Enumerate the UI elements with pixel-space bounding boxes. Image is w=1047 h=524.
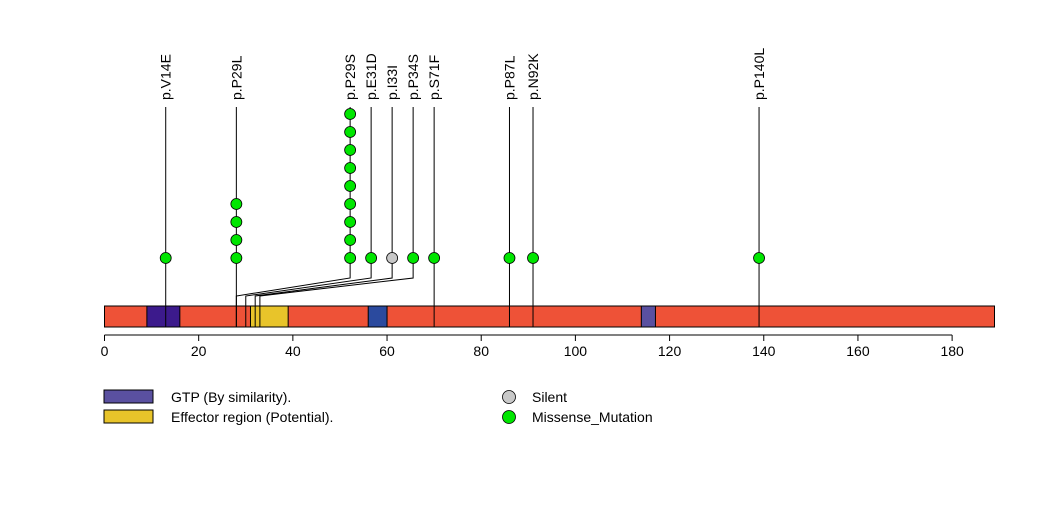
legend-mutation-swatch [502,390,516,404]
mutation-stem [235,107,351,327]
mutation-label: p.N92K [525,53,541,100]
mutation-label: p.I33I [384,65,400,100]
x-axis-tick-label: 180 [940,343,964,359]
mutation-marker [344,252,357,264]
protein-domains [146,305,760,328]
mutation-marker [344,126,357,138]
protein-backbone-bar [104,305,995,328]
protein-domain [146,305,181,328]
mutation-marker [503,252,516,264]
legend: GTP (By similarity). Effector region (Pot… [103,389,653,425]
legend-domain-label: GTP (By similarity). [171,389,291,405]
legend-mutation-label: Silent [532,389,567,405]
mutation-marker [344,234,357,246]
protein-domain [367,305,388,328]
legend-mutation-label: Missense_Mutation [532,409,653,425]
mutation-marker [365,252,378,264]
protein-backbone [104,305,995,328]
mutation-marker [230,234,243,246]
mutation-label: p.P29L [228,55,244,100]
mutation-marker [344,108,357,120]
protein-domain [249,305,289,328]
legend-domain-swatch [103,409,154,424]
mutation-marker [344,216,357,228]
mutation-marker [344,180,357,192]
legend-domain-label: Effector region (Potential). [171,409,333,425]
mutation-marker [407,252,420,264]
mutation-marker [527,252,539,264]
x-axis-tick-label: 40 [285,343,301,359]
mutation-label: p.P87L [501,55,517,100]
x-axis-tick-label: 60 [379,343,395,359]
mutation-label: p.P34S [405,54,421,100]
mutation-label: p.P29S [342,54,358,100]
mutation-marker [230,252,243,264]
protein-domain [640,305,656,328]
mutation-marker [159,252,172,264]
x-axis-tick-label: 140 [752,343,776,359]
mutation-marker [230,198,243,210]
mutation-marker [344,144,357,156]
mutation-label: p.V14E [158,54,174,100]
mutation-marker [230,216,243,228]
x-axis-tick-label: 80 [473,343,489,359]
mutation-labels: p.V14E p.P29L p.P29S p.E31D p.I33I p.P34S p.S7… [158,48,767,100]
mutation-label: p.P140L [751,48,767,100]
x-axis-tick-label: 120 [658,343,682,359]
mutation-marker [344,162,357,174]
mutation-marker [344,198,357,210]
x-axis-tick-label: 160 [846,343,870,359]
mutation-label: p.E31D [363,53,379,100]
x-axis: 0 20 40 60 80 100 120 140 160 180 [101,334,964,359]
x-axis-tick-label: 100 [564,343,588,359]
mutation-stems [165,107,760,327]
x-axis-tick-label: 0 [101,343,109,359]
legend-domain-swatch [103,389,154,404]
mutation-marker [386,252,399,264]
x-axis-tick-label: 20 [191,343,207,359]
mutation-stem [259,107,414,327]
mutation-marker [428,252,441,264]
mutation-label: p.S71F [426,55,442,100]
mutation-markers [159,108,765,264]
mutation-marker [753,252,765,264]
legend-mutation-swatch [502,410,516,424]
